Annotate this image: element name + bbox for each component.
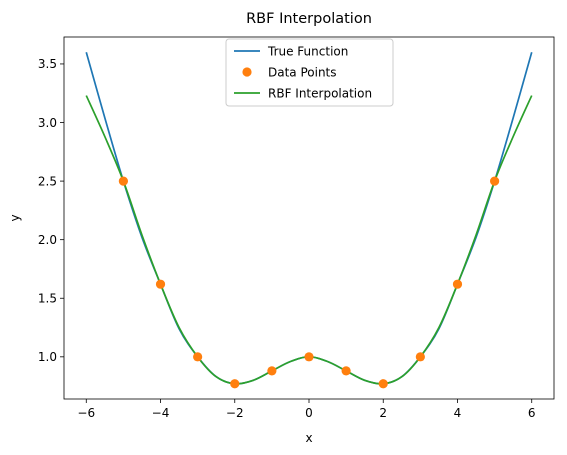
x-axis: −6 −4 −2 0 2 4 6 (77, 399, 536, 420)
legend-entries: True Function Data Points RBF Interpolatio… (234, 44, 372, 100)
legend-swatch-data-points (242, 67, 252, 77)
y-tick-label: 2.0 (38, 233, 57, 247)
x-tick-label: −6 (77, 406, 95, 420)
data-point (304, 352, 314, 362)
data-point (155, 279, 166, 289)
data-point (230, 379, 240, 389)
y-tick-label: 1.0 (38, 350, 57, 364)
x-tick-label: −2 (226, 406, 244, 420)
x-axis-label: x (305, 431, 312, 445)
data-point (415, 352, 425, 362)
legend: True Function Data Points RBF Interpolatio… (225, 38, 394, 107)
x-tick-label: 2 (379, 406, 387, 420)
x-tick-label: 6 (528, 406, 536, 420)
y-tick-label: 2.5 (38, 174, 57, 188)
data-point (193, 352, 203, 362)
chart-title: RBF Interpolation (246, 11, 372, 27)
legend-label-true-function: True Function (267, 44, 348, 58)
y-tick-label: 3.5 (38, 57, 57, 71)
legend-label-data-points: Data Points (268, 65, 337, 79)
x-tick-label: −4 (152, 406, 170, 420)
legend-box (225, 38, 394, 107)
y-axis-label: y (8, 214, 22, 221)
data-point (490, 176, 500, 186)
data-point (267, 366, 277, 376)
x-tick-label: 0 (305, 406, 313, 420)
data-point (452, 279, 463, 289)
series-layer (85, 51, 533, 389)
y-tick-label: 1.5 (38, 292, 57, 306)
data-point (378, 379, 388, 389)
data-point (118, 176, 128, 186)
legend-label-rbf-interpolation: RBF Interpolation (268, 86, 372, 100)
y-axis: 1.0 1.5 2.0 2.5 3.0 3.5 (38, 57, 64, 364)
data-point (341, 366, 351, 376)
y-tick-label: 3.0 (38, 116, 57, 130)
x-tick-label: 4 (454, 406, 462, 420)
